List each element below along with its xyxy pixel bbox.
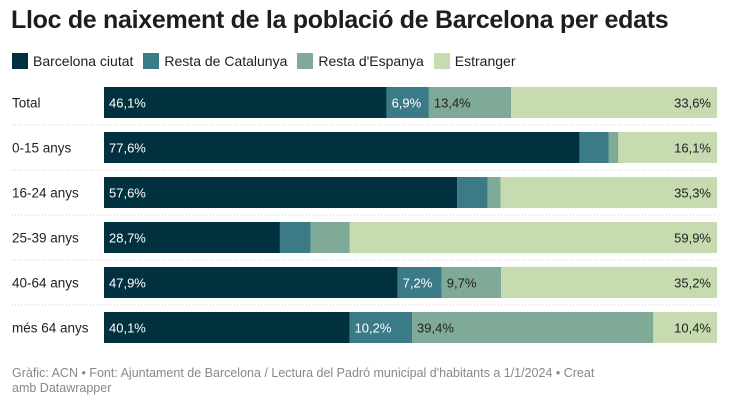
bar-segment [428, 87, 512, 118]
data-label: 7,2% [403, 276, 433, 291]
bar-segment [412, 312, 654, 343]
bar-segment [501, 267, 717, 298]
legend-label: Resta de Catalunya [164, 53, 288, 69]
data-label: 40,1% [109, 321, 146, 336]
legend-swatch [433, 53, 450, 69]
bar-segment [104, 312, 350, 343]
legend-swatch [143, 53, 160, 69]
legend-item: Resta de Catalunya [143, 53, 287, 69]
legend-item: Resta d'Espanya [297, 53, 424, 69]
footer-credits: Gràfic: ACN • Font: Ajuntament de Barcel… [12, 366, 595, 395]
bar-segment [279, 222, 311, 253]
data-label: 13,4% [434, 96, 471, 111]
bar-segment [487, 177, 501, 208]
bar-segment [397, 267, 442, 298]
bar-segment [653, 312, 717, 343]
category-label: 40-64 anys [12, 276, 79, 291]
category-label: Total [12, 96, 41, 111]
bar-segment [386, 87, 429, 118]
legend-swatch [297, 53, 314, 69]
bar-segment [457, 177, 488, 208]
data-label: 39,4% [417, 321, 454, 336]
bar-segment [104, 222, 280, 253]
bar-segment [104, 87, 387, 118]
bar-segment [511, 87, 717, 118]
data-label: 47,9% [109, 276, 146, 291]
data-label: 6,9% [392, 96, 422, 111]
bar-segment [608, 132, 619, 163]
bar-segment [349, 222, 717, 253]
data-label: 35,2% [674, 276, 711, 291]
bar-segment [310, 222, 350, 253]
data-label: 10,4% [674, 321, 711, 336]
data-label: 59,9% [674, 231, 711, 246]
bar-segment [500, 177, 717, 208]
legend-item: Estranger [433, 53, 516, 69]
data-label: 77,6% [109, 141, 146, 156]
bar-segment [349, 312, 413, 343]
data-label: 35,3% [674, 186, 711, 201]
legend: Barcelona ciutat Resta de Catalunya Rest… [12, 53, 515, 69]
data-label: 16,1% [674, 141, 711, 156]
data-label: 28,7% [109, 231, 146, 246]
data-label: 33,6% [674, 96, 711, 111]
chart-title: Lloc de naixement de la població de Barc… [11, 6, 669, 34]
legend-swatch [12, 53, 28, 69]
stacked-bar-chart: Total 46,1% 6,9% 13,4% 33,6% 0-15 anys 77,6% 16… [12, 87, 717, 343]
data-label: 57,6% [109, 186, 146, 201]
bar-segment [441, 267, 502, 298]
legend-label: Resta d'Espanya [318, 53, 424, 69]
data-label: 10,2% [355, 321, 392, 336]
bar-segment [104, 132, 580, 163]
bar-segment [579, 132, 609, 163]
data-label: 46,1% [109, 96, 146, 111]
legend-label: Barcelona ciutat [33, 53, 134, 69]
bar-segment [104, 267, 398, 298]
category-label: 25-39 anys [12, 231, 79, 246]
bar-segment [618, 132, 717, 163]
bar-segment [104, 177, 458, 208]
data-label: 9,7% [447, 276, 477, 291]
category-label: 0-15 anys [12, 141, 72, 156]
legend-item: Barcelona ciutat [12, 53, 133, 69]
category-label: 16-24 anys [12, 186, 79, 201]
category-label: més 64 anys [12, 321, 89, 336]
legend-label: Estranger [454, 53, 516, 69]
